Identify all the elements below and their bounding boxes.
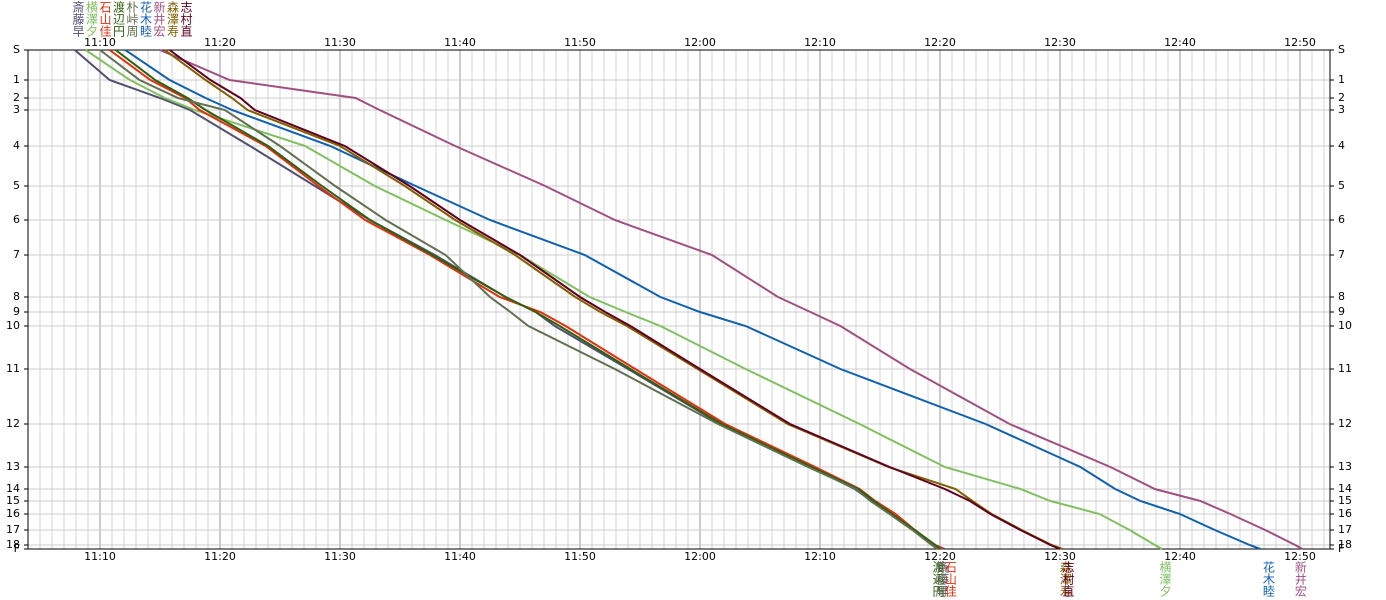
runner-line: [99, 49, 939, 550]
y-tick-label: F: [1338, 542, 1344, 555]
x-tick-label: 12:20: [924, 550, 956, 563]
finish-label: 新井宏: [1293, 560, 1307, 598]
x-tick-label: 11:30: [324, 36, 356, 49]
x-tick-label: 11:20: [204, 36, 236, 49]
y-tick-label: 4: [1338, 139, 1345, 152]
y-tick-label: 2: [13, 91, 20, 104]
runner-line: [124, 49, 1261, 550]
x-tick-label: 12:50: [1284, 550, 1316, 563]
y-tick-label: 16: [6, 507, 20, 520]
y-tick-label: 9: [13, 305, 20, 318]
finish-label: 渡辺円: [931, 560, 945, 597]
runner-line: [109, 49, 943, 550]
y-tick-label: 9: [1338, 305, 1345, 318]
y-tick-label: 1: [1338, 73, 1345, 86]
finish-label: 横澤夕: [1158, 561, 1172, 598]
finish-label: 斎藤早: [936, 560, 950, 597]
runner-line: [85, 49, 1163, 550]
x-tick-label: 12:00: [684, 36, 716, 49]
x-tick-label: 11:40: [444, 550, 476, 563]
finish-label: 森澤寿: [1058, 560, 1072, 597]
x-tick-label: 12:40: [1164, 36, 1196, 49]
legend-entry: 横澤夕: [85, 1, 99, 38]
y-tick-label: 6: [1338, 213, 1345, 226]
plot-frame: [27, 49, 1331, 550]
y-tick-label: 18: [1338, 538, 1352, 551]
y-tick-label: 3: [13, 103, 20, 116]
y-tick-label: 8: [1338, 290, 1345, 303]
x-tick-label: 11:50: [564, 550, 596, 563]
runner-line: [114, 49, 941, 550]
x-tick-label: 12:20: [924, 36, 956, 49]
legend-entry: 渡辺円: [112, 0, 126, 37]
x-tick-label: 12:10: [804, 36, 836, 49]
finish-label: 花木睦: [1261, 560, 1275, 597]
x-tick-label: 11:30: [324, 550, 356, 563]
finish-label: 石山佳: [943, 561, 957, 597]
y-tick-label: 14: [6, 482, 20, 495]
legend-entry: 朴峠周: [125, 0, 139, 38]
x-tick-label: 11:10: [84, 550, 116, 563]
y-tick-label: S: [1338, 43, 1345, 56]
x-tick-label: 12:40: [1164, 550, 1196, 563]
legend-entry: 志村直: [179, 1, 193, 37]
legend-entry: 斎藤早: [71, 0, 85, 37]
y-tick-label: 13: [6, 460, 20, 473]
y-tick-label: 13: [1338, 460, 1352, 473]
y-tick-label: 11: [6, 362, 20, 375]
y-tick-label: 8: [13, 290, 20, 303]
y-tick-label: 11: [1338, 362, 1352, 375]
y-tick-label: 15: [1338, 494, 1352, 507]
x-tick-label: 11:40: [444, 36, 476, 49]
x-tick-label: 12:30: [1044, 550, 1076, 563]
y-tick-label: 2: [1338, 91, 1345, 104]
runner-line: [159, 49, 1303, 550]
y-tick-label: 18: [6, 538, 20, 551]
y-tick-label: 17: [1338, 523, 1352, 536]
y-tick-label: 10: [6, 319, 20, 332]
y-tick-label: 4: [13, 139, 20, 152]
x-tick-label: 12:00: [684, 550, 716, 563]
y-tick-label: 1: [13, 73, 20, 86]
legend-entry: 石山佳: [98, 1, 112, 37]
x-tick-label: 12:10: [804, 550, 836, 563]
x-tick-label: 11:50: [564, 36, 596, 49]
y-tick-label: 5: [1338, 179, 1345, 192]
y-tick-label: 7: [1338, 248, 1345, 261]
y-tick-label: 6: [13, 213, 20, 226]
legend-entry: 花木睦: [139, 0, 153, 37]
x-tick-label: 11:20: [204, 550, 236, 563]
y-tick-label: 16: [1338, 507, 1352, 520]
y-tick-label: 12: [6, 417, 20, 430]
x-tick-label: 11:10: [84, 36, 116, 49]
y-tick-label: 3: [1338, 103, 1345, 116]
y-tick-label: F: [14, 542, 20, 555]
legend-entry: 森澤寿: [166, 0, 180, 37]
y-tick-label: 7: [13, 248, 20, 261]
y-tick-label: S: [13, 43, 20, 56]
y-tick-label: 5: [13, 179, 20, 192]
finish-label: 志村直: [1061, 561, 1075, 597]
y-tick-label: 14: [1338, 482, 1352, 495]
finish-label: 朴峠周: [934, 560, 948, 598]
y-tick-label: 17: [6, 523, 20, 536]
x-tick-label: 12:30: [1044, 36, 1076, 49]
legend-entry: 新井宏: [152, 0, 166, 38]
y-tick-label: 10: [1338, 319, 1352, 332]
y-tick-label: 12: [1338, 417, 1352, 430]
x-tick-label: 12:50: [1284, 36, 1316, 49]
runner-line: [169, 49, 1061, 550]
y-tick-label: 15: [6, 494, 20, 507]
